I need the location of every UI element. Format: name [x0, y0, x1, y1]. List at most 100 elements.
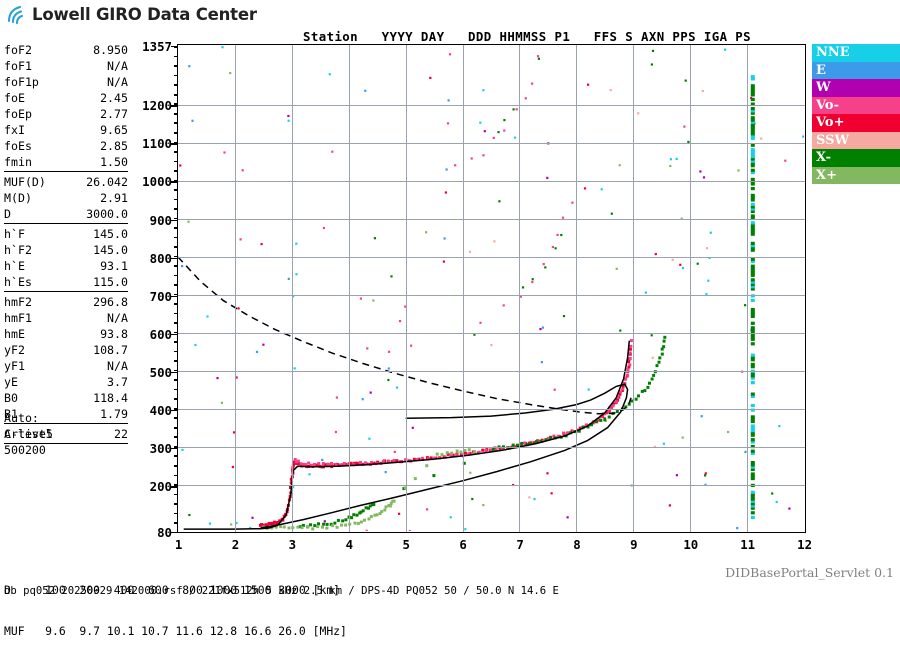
interference-pixel [750, 326, 755, 330]
echo-pixel [275, 521, 279, 524]
noise-pixel [229, 72, 232, 75]
param-row: yF1 N/A [4, 358, 128, 374]
param-row: foEp 2.77 [4, 106, 128, 122]
param-row: foE 2.45 [4, 90, 128, 106]
noise-pixel [618, 164, 621, 167]
interference-pixel [750, 321, 755, 325]
interference-pixel [750, 474, 755, 478]
legend-item-nne[interactable]: NNE [812, 44, 900, 62]
echo-pixel [534, 440, 538, 444]
echo-pixel [616, 395, 620, 399]
interference-pixel [750, 328, 755, 332]
echo-pixel [705, 293, 708, 296]
param-group-1: foF2 8.950 foF1 N/A foF1p N/A foE 2.45 foEp 2.77 f… [4, 42, 128, 172]
legend-item-vo[interactable]: Vo- [812, 96, 900, 114]
echo-pixel [412, 457, 416, 461]
interference-pixel [750, 431, 755, 435]
noise-pixel [260, 243, 263, 246]
echo-pixel [482, 154, 485, 157]
interference-pixel [750, 177, 755, 181]
interference-pixel [750, 392, 755, 396]
echo-pixel [629, 344, 633, 348]
grid-line-vertical [690, 45, 692, 532]
echo-pixel [590, 423, 593, 427]
noise-pixel [239, 238, 242, 241]
y-axis-label: 1357 [142, 38, 172, 54]
echo-pixel [425, 464, 429, 468]
interference-pixel [750, 111, 755, 115]
noise-pixel [546, 472, 549, 475]
param-key: yF1 [4, 359, 25, 373]
noise-pixel [449, 516, 452, 519]
grid-line-horizontal [178, 409, 805, 411]
y-axis-tick-minor [174, 227, 178, 229]
echo-pixel [279, 525, 283, 529]
y-axis-tick-minor [174, 246, 178, 248]
noise-pixel [553, 388, 556, 391]
legend-item-x[interactable]: X+ [812, 166, 900, 184]
param-group-3: h`F 145.0 h`F2 145.0 h`E 93.1 h`Es 115.0 [4, 226, 128, 292]
param-value: 93.8 [100, 327, 128, 341]
echo-pixel [455, 453, 459, 457]
noise-pixel [334, 430, 337, 434]
y-axis-tick-major [171, 333, 178, 336]
grid-line-horizontal [178, 447, 805, 449]
echo-pixel [315, 463, 319, 467]
noise-pixel [191, 119, 194, 122]
echo-pixel [484, 449, 488, 452]
noise-pixel [384, 471, 387, 474]
echo-pixel [556, 434, 560, 438]
y-axis-label: 300 [149, 440, 172, 456]
interference-pixel [750, 417, 755, 421]
x-axis-label: 12 [797, 537, 813, 552]
interference-pixel [750, 465, 755, 469]
interference-pixel [750, 136, 755, 140]
trace-line [178, 256, 632, 415]
echo-pixel [472, 450, 476, 453]
y-axis-tick-minor [174, 322, 178, 324]
interference-pixel [750, 171, 755, 175]
param-key: foF1 [4, 59, 32, 73]
legend-item-w[interactable]: W [812, 79, 900, 97]
interference-pixel [750, 287, 755, 291]
param-value: 8.950 [93, 43, 128, 57]
echo-pixel [524, 97, 527, 100]
legend-item-vo[interactable]: Vo+ [812, 114, 900, 132]
noise-pixel [744, 304, 747, 307]
noise-pixel [369, 391, 372, 394]
interference-pixel [750, 502, 755, 506]
echo-pixel [624, 405, 628, 409]
interference-pixel [750, 312, 755, 316]
noise-pixel [587, 83, 590, 86]
echo-pixel [498, 447, 502, 451]
ionogram-plot-area[interactable] [177, 44, 806, 533]
interference-pixel [750, 132, 755, 136]
echo-pixel [281, 518, 285, 522]
echo-pixel [292, 486, 295, 489]
interference-pixel [750, 463, 755, 467]
echo-pixel [445, 451, 449, 455]
interference-pixel [750, 353, 755, 357]
grid-line-vertical [747, 45, 749, 532]
legend-item-ssw[interactable]: SSW [812, 131, 900, 149]
echo-pixel [542, 263, 545, 266]
noise-pixel [704, 472, 707, 475]
interference-pixel [750, 244, 755, 248]
echo-pixel [627, 365, 631, 369]
echo-pixel [549, 436, 553, 440]
param-value: N/A [107, 59, 128, 73]
interference-pixel [750, 280, 755, 284]
echo-pixel [521, 286, 525, 289]
noise-pixel [473, 333, 476, 336]
noise-pixel [471, 497, 474, 501]
y-axis-tick-major [171, 105, 178, 107]
trace-line [260, 383, 629, 529]
param-key: M(D) [4, 191, 32, 205]
legend-item-e[interactable]: E [812, 61, 900, 79]
noise-pixel [368, 437, 371, 440]
noise-pixel [562, 315, 566, 318]
param-key: foEs [4, 139, 32, 153]
legend-item-x[interactable]: X- [812, 149, 900, 167]
x-axis-label: 7 [516, 537, 524, 552]
interference-pixel [750, 310, 755, 314]
